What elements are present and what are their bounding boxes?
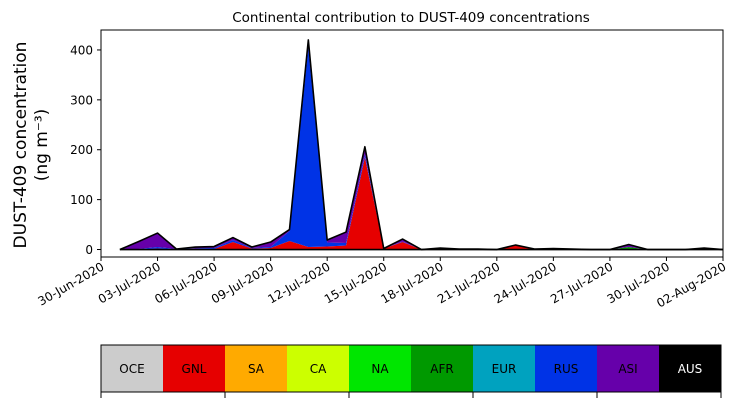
y-axis-label-line2: (ng m⁻³) — [32, 109, 52, 182]
legend-label-aus: AUS — [678, 362, 703, 376]
x-tick-label: 27-Jul-2020 — [548, 259, 615, 306]
y-axis-ticks: 0 100 200 300 400 — [70, 43, 101, 257]
legend-label-afr: AFR — [430, 362, 453, 376]
x-tick-label: 12-Jul-2020 — [265, 259, 332, 306]
legend-swatch-sa — [225, 345, 288, 392]
x-tick-label: 21-Jul-2020 — [435, 259, 502, 306]
y-tick-label: 0 — [85, 243, 93, 257]
legend-label-sa: SA — [248, 362, 265, 376]
x-tick-label: 15-Jul-2020 — [322, 259, 389, 306]
area-eur — [119, 157, 724, 250]
area-sa — [119, 157, 724, 250]
legend-swatch-gnl — [163, 345, 226, 392]
x-tick-label: 24-Jul-2020 — [492, 259, 559, 306]
x-tick-label: 30-Jun-2020 — [36, 259, 107, 308]
legend-swatch-ca — [287, 345, 350, 392]
legend-swatch-rus — [535, 345, 598, 392]
legend-frame — [100, 344, 722, 393]
y-axis-label-line1: DUST-409 concentration — [11, 42, 31, 249]
y-tick-label: 400 — [70, 43, 93, 57]
y-tick-label: 200 — [70, 143, 93, 157]
x-tick-label: 06-Jul-2020 — [152, 259, 219, 306]
x-axis-ticks: 30-Jun-202003-Jul-202006-Jul-202009-Jul-… — [36, 257, 729, 310]
legend-label-ca: CA — [310, 362, 327, 376]
continent-colorbar-legend: OCE GNL SA CA NA AFR EUR RUS ASI AUS — [100, 344, 722, 398]
legend-label-asi: ASI — [618, 362, 637, 376]
area-asi — [119, 39, 724, 250]
area-ca — [119, 157, 724, 250]
area-gnl — [119, 157, 724, 250]
total-outline — [119, 39, 724, 251]
legend-label-oce: OCE — [119, 362, 144, 376]
area-afr — [119, 157, 724, 250]
chart-title: Continental contribution to DUST-409 con… — [232, 10, 590, 26]
legend-label-eur: EUR — [492, 362, 517, 376]
area-na — [119, 157, 724, 250]
legend-swatch-oce — [101, 345, 164, 392]
legend-swatch-afr — [411, 345, 474, 392]
y-axis-label: DUST-409 concentration (ng m⁻³) — [11, 42, 52, 249]
x-tick-label: 09-Jul-2020 — [209, 259, 276, 306]
legend-swatch-aus — [659, 345, 722, 392]
legend-label-na: NA — [371, 362, 389, 376]
area-aus — [119, 39, 724, 250]
x-tick-label: 18-Jul-2020 — [378, 259, 445, 306]
y-tick-label: 300 — [70, 93, 93, 107]
area-layers — [119, 39, 724, 251]
x-tick-label: 03-Jul-2020 — [96, 259, 163, 306]
legend-swatch-na — [349, 345, 412, 392]
area-rus — [119, 47, 724, 250]
plot-frame — [100, 29, 724, 258]
y-tick-label: 100 — [70, 193, 93, 207]
legend-swatch-asi — [597, 345, 660, 392]
legend-label-gnl: GNL — [182, 362, 207, 376]
legend-swatch-eur — [473, 345, 536, 392]
legend-label-rus: RUS — [554, 362, 579, 376]
